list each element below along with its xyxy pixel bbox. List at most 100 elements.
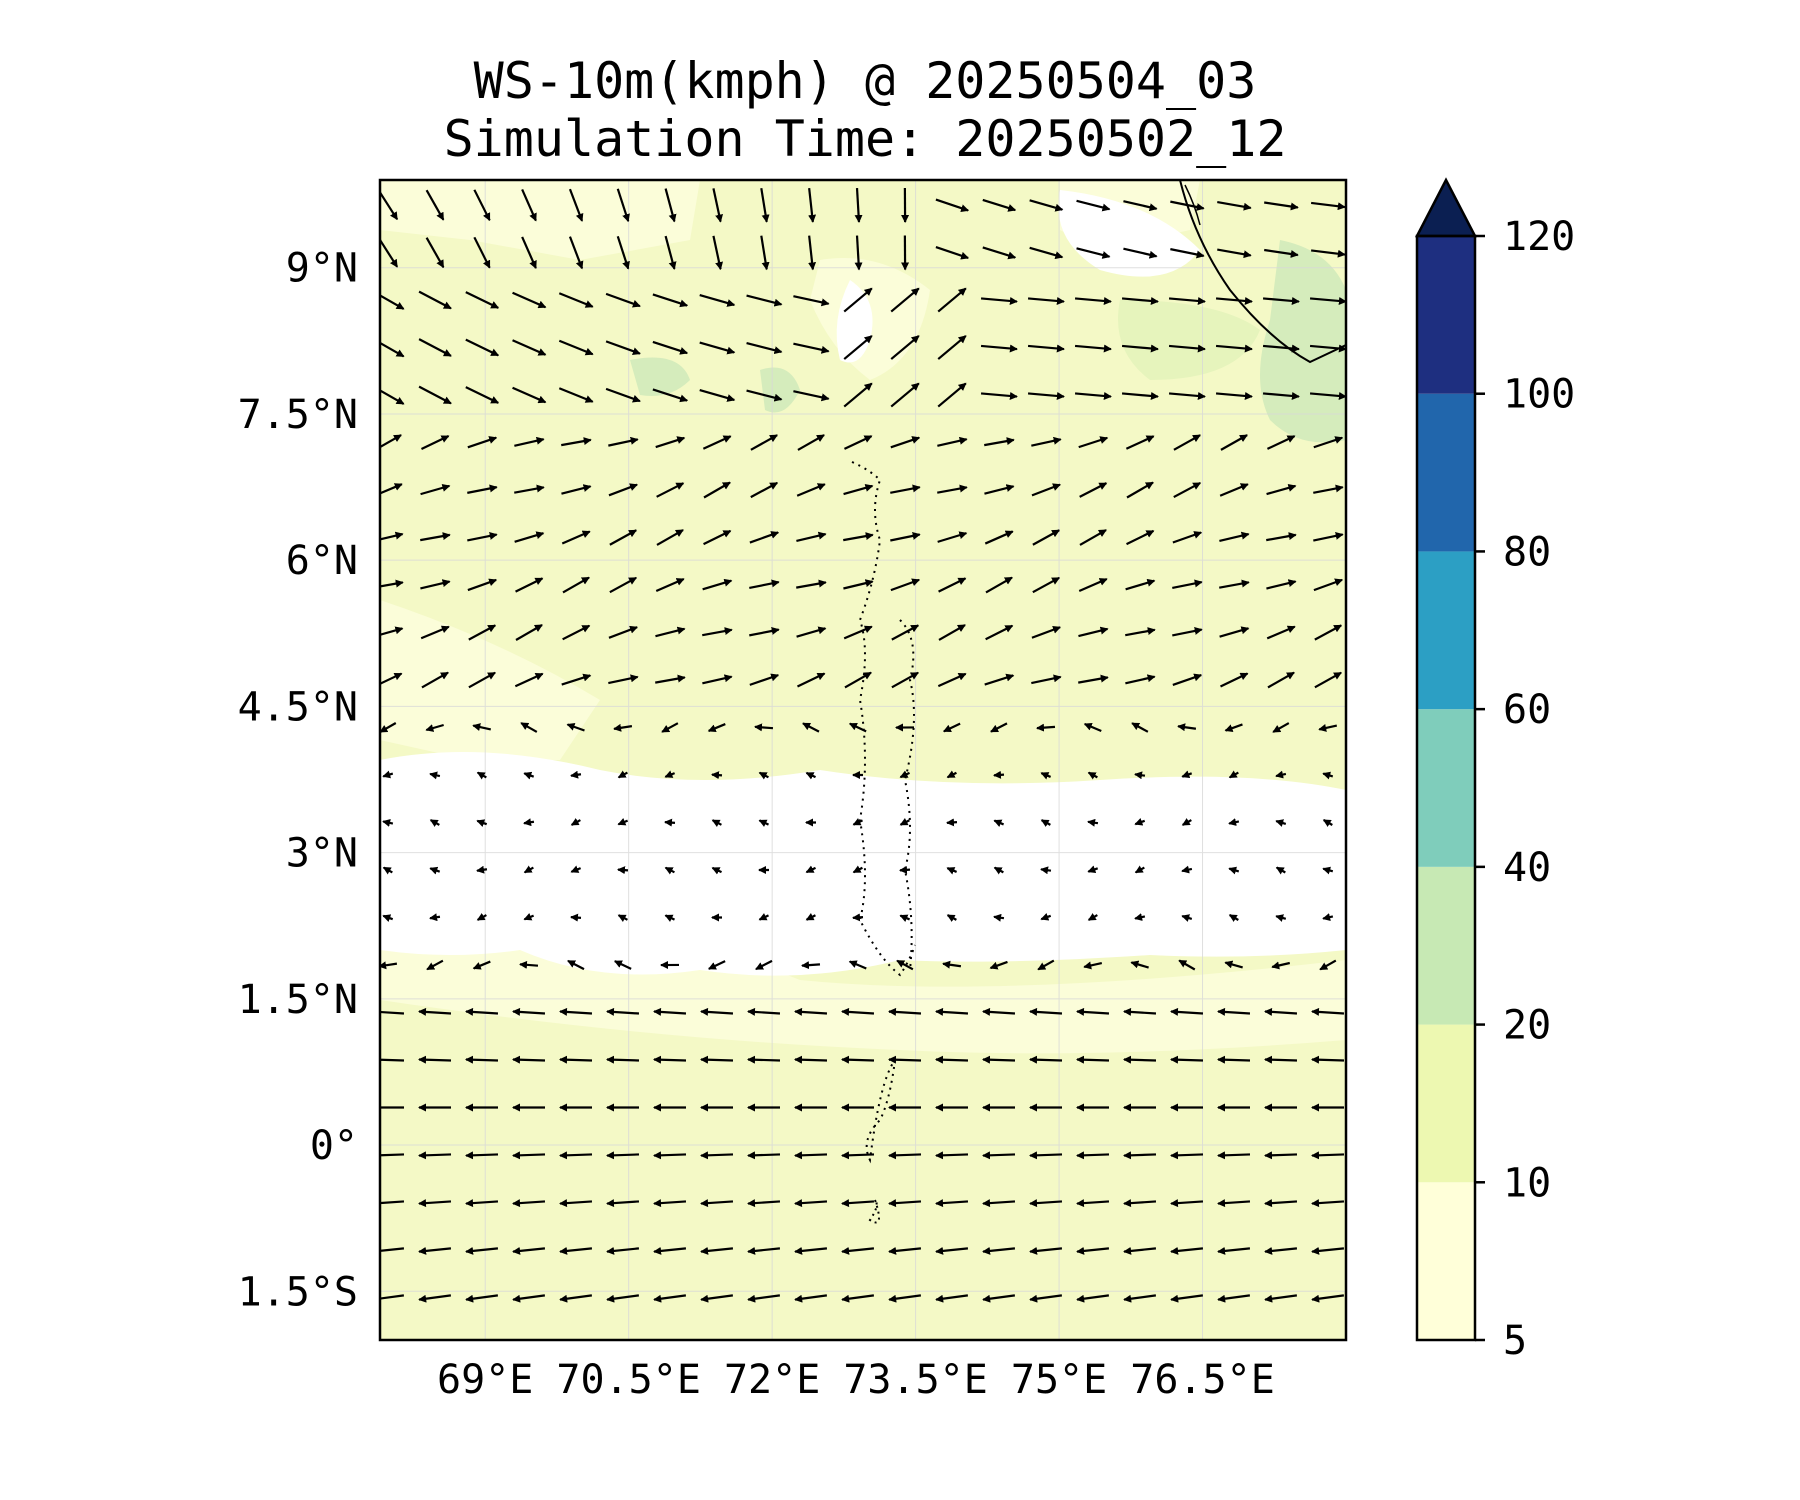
- wind-arrow: [606, 1246, 640, 1255]
- wind-arrow: [1087, 865, 1099, 874]
- wind-arrow: [1228, 818, 1240, 826]
- wind-arrow: [758, 771, 769, 780]
- wind-arrow: [888, 1199, 922, 1208]
- lat-tick-label: 1.5°S: [238, 1269, 358, 1315]
- wind-arrow: [980, 296, 1018, 305]
- wind-arrow: [888, 1151, 922, 1160]
- wind-arrow: [1040, 866, 1052, 875]
- wind-arrow: [523, 913, 535, 921]
- wind-arrow: [473, 236, 491, 269]
- wind-arrow: [749, 531, 780, 544]
- wind-arrow: [1040, 913, 1052, 921]
- wind-arrow: [513, 1342, 545, 1347]
- wind-arrow: [467, 484, 498, 494]
- lon-tick-label: 73.5°E: [843, 1357, 988, 1403]
- wind-arrow: [606, 1151, 640, 1160]
- wind-arrow: [653, 1007, 687, 1016]
- wind-arrow: [609, 529, 638, 546]
- wind-arrow: [1219, 579, 1250, 589]
- wind-arrow: [899, 914, 911, 922]
- wind-arrow: [982, 246, 1017, 260]
- wind-arrow: [429, 819, 440, 827]
- wind-arrow: [796, 483, 826, 497]
- wind-arrow: [653, 1246, 687, 1255]
- wind-arrow: [655, 674, 686, 684]
- wind-arrow: [559, 1055, 593, 1064]
- wind-arrow: [1228, 770, 1239, 779]
- wind-arrow: [793, 390, 830, 402]
- wind-arrow: [1224, 960, 1243, 969]
- wind-arrow: [1313, 484, 1344, 494]
- wind-arrow: [664, 235, 677, 270]
- wind-arrow: [1125, 578, 1156, 591]
- calm-band: [380, 752, 1346, 976]
- wind-arrow: [707, 723, 726, 732]
- wind-arrow: [842, 1342, 874, 1347]
- wind-arrow: [609, 576, 638, 594]
- wind-arrow: [1076, 1199, 1110, 1208]
- wind-arrow: [985, 624, 1014, 641]
- wind-arrow: [1322, 866, 1334, 875]
- wind-arrow: [989, 960, 1008, 970]
- wind-arrow: [983, 1342, 1015, 1347]
- wind-arrow: [1275, 770, 1287, 779]
- wind-arrow: [418, 1007, 452, 1016]
- wind-arrow: [712, 235, 724, 271]
- wind-arrow: [562, 624, 591, 641]
- wind-arrow: [982, 198, 1017, 212]
- wind-arrow: [606, 1007, 640, 1016]
- wind-arrow: [1264, 1151, 1298, 1160]
- wind-arrow: [472, 960, 491, 970]
- wind-arrow: [1125, 627, 1156, 637]
- colorbar-tick-label: 10: [1503, 1160, 1551, 1206]
- wind-arrow: [1264, 248, 1299, 258]
- wind-arrow: [1177, 723, 1197, 732]
- wind-arrow: [418, 290, 452, 310]
- wind-arrow: [843, 335, 873, 360]
- wind-arrow: [1220, 434, 1248, 451]
- wind-arrow: [937, 672, 967, 688]
- wind-arrow: [468, 624, 497, 641]
- wind-arrow: [935, 245, 970, 260]
- wind-arrow: [418, 1246, 452, 1255]
- lat-tick-label: 6°N: [286, 538, 358, 584]
- wind-arrow: [890, 382, 920, 408]
- wind-arrow: [1170, 1055, 1204, 1064]
- wind-arrow: [653, 1294, 687, 1303]
- wind-arrow: [1170, 1294, 1204, 1303]
- wind-arrow: [1267, 671, 1295, 689]
- wind-arrow: [794, 1246, 828, 1255]
- wind-arrow: [380, 672, 403, 686]
- wind-arrow: [1076, 1055, 1110, 1064]
- latitude-labels: 9°N 7.5°N 6°N 4.5°N 3°N 1.5°N 0° 1.5°S: [238, 246, 358, 1316]
- wind-arrow: [1313, 578, 1344, 592]
- wind-arrow: [1228, 914, 1239, 922]
- lon-tick-label: 70.5°E: [556, 1357, 701, 1403]
- wind-arrow: [794, 1055, 828, 1064]
- wind-arrow: [476, 771, 487, 780]
- wind-arrow: [521, 188, 537, 222]
- wind-arrow: [795, 1342, 827, 1347]
- wind-arrow: [891, 624, 920, 641]
- wind-arrow: [1266, 579, 1297, 590]
- wind-arrow: [652, 293, 689, 308]
- wind-arrow: [1311, 1007, 1345, 1016]
- green-patch-east: [1260, 240, 1346, 443]
- map-area: [380, 180, 1346, 1347]
- wind-arrow: [512, 1199, 546, 1208]
- wind-arrow: [465, 1246, 499, 1255]
- wind-arrow: [515, 624, 543, 641]
- wind-arrow: [512, 1007, 546, 1016]
- wind-arrow: [1228, 866, 1240, 875]
- wind-arrow: [1215, 344, 1253, 353]
- wind-arrow: [890, 287, 920, 313]
- wind-arrow: [946, 818, 958, 827]
- wind-arrow: [473, 189, 491, 222]
- wind-arrow: [514, 436, 545, 447]
- wind-arrow: [888, 1246, 922, 1255]
- wind-arrow: [760, 188, 770, 223]
- lon-tick-label: 69°E: [437, 1357, 533, 1403]
- lat-tick-label: 9°N: [286, 246, 358, 292]
- wind-arrow: [1172, 579, 1203, 590]
- wind-arrow: [1087, 818, 1099, 827]
